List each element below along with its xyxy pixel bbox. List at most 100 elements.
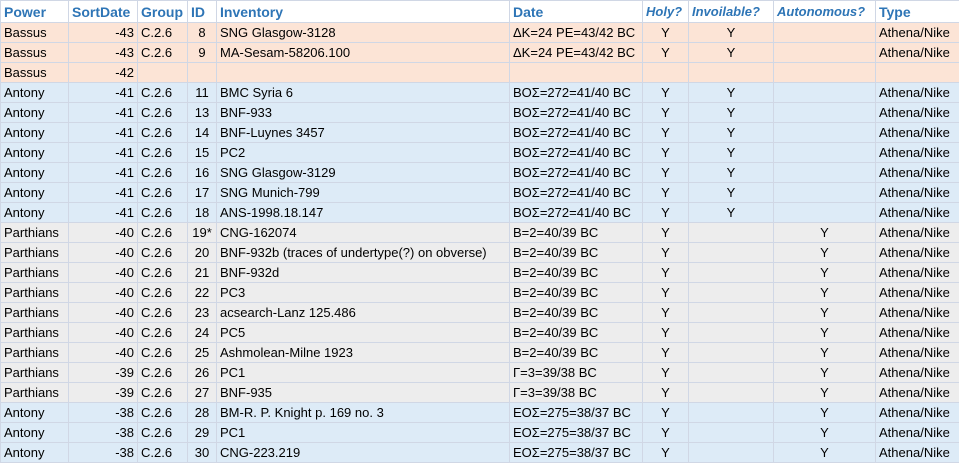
column-header: Group	[137, 0, 188, 23]
cell: -41	[68, 182, 138, 203]
cell: -39	[68, 362, 138, 383]
cell	[688, 262, 774, 283]
cell: Y	[688, 182, 774, 203]
table-row: Antony -41 C.2.6 11 BMC Syria 6 BOΣ=272=41/40…	[0, 82, 959, 103]
cell: Y	[773, 442, 876, 463]
cell	[773, 182, 876, 203]
cell: Y	[642, 402, 689, 423]
cell: C.2.6	[137, 322, 188, 343]
cell: Y	[773, 402, 876, 423]
cell: Y	[642, 242, 689, 263]
cell: BNF-933	[216, 102, 510, 123]
cell	[688, 282, 774, 303]
table-row: Parthians -40 C.2.6 20 BNF-932b (traces of u…	[0, 242, 959, 263]
cell: 26	[187, 362, 217, 383]
table-row: Antony -38 C.2.6 29 PC1 EOΣ=275=38/37 BC Y Y Ath…	[0, 422, 959, 443]
cell: 21	[187, 262, 217, 283]
cell: Antony	[0, 182, 69, 203]
table-row: Parthians -40 C.2.6 19* CNG-162074 B=2=40/39 …	[0, 222, 959, 243]
cell: 14	[187, 122, 217, 143]
table-row: Antony -41 C.2.6 17 SNG Munich-799 BOΣ=272=41…	[0, 182, 959, 203]
cell: Y	[642, 342, 689, 363]
column-header: Invoilable?	[688, 0, 774, 23]
cell: B=2=40/39 BC	[509, 242, 643, 263]
column-header: Holy?	[642, 0, 689, 23]
cell: -40	[68, 322, 138, 343]
cell: Y	[773, 342, 876, 363]
cell: 15	[187, 142, 217, 163]
cell: Y	[773, 382, 876, 403]
cell: C.2.6	[137, 42, 188, 63]
table-row: Parthians -40 C.2.6 22 PC3 B=2=40/39 BC Y Y Athe…	[0, 282, 959, 303]
cell: Parthians	[0, 302, 69, 323]
cell: Y	[642, 222, 689, 243]
column-header: Autonomous?	[773, 0, 876, 23]
cell: EOΣ=275=38/37 BC	[509, 442, 643, 463]
cell: Antony	[0, 142, 69, 163]
cell: B=2=40/39 BC	[509, 302, 643, 323]
cell: 25	[187, 342, 217, 363]
table-row: Bassus -43 C.2.6 8 SNG Glasgow-3128 ΔK=24 PE=…	[0, 22, 959, 43]
cell	[688, 322, 774, 343]
cell: SNG Glasgow-3128	[216, 22, 510, 43]
cell	[688, 442, 774, 463]
cell: -40	[68, 242, 138, 263]
cell	[773, 122, 876, 143]
table-row: Parthians -39 C.2.6 27 BNF-935 Γ=3=39/38 BC Y Y…	[0, 382, 959, 403]
cell: Bassus	[0, 42, 69, 63]
cell: ΔK=24 PE=43/42 BC	[509, 22, 643, 43]
cell: -41	[68, 122, 138, 143]
cell: Y	[773, 362, 876, 383]
table-row: Parthians -39 C.2.6 26 PC1 Γ=3=39/38 BC Y Y Athe…	[0, 362, 959, 383]
cell: BOΣ=272=41/40 BC	[509, 162, 643, 183]
cell: B=2=40/39 BC	[509, 322, 643, 343]
cell	[688, 382, 774, 403]
cell	[875, 62, 959, 83]
cell: Y	[688, 162, 774, 183]
cell: Ashmolean-Milne 1923	[216, 342, 510, 363]
cell	[509, 62, 643, 83]
cell: Athena/Nike	[875, 82, 959, 103]
cell: BOΣ=272=41/40 BC	[509, 82, 643, 103]
table-row: Parthians -40 C.2.6 23 acsearch-Lanz 125.486…	[0, 302, 959, 323]
cell: Antony	[0, 442, 69, 463]
column-header: Inventory	[216, 0, 510, 23]
cell: Y	[773, 242, 876, 263]
cell	[773, 42, 876, 63]
cell: BNF-932b (traces of undertype(?) on obve…	[216, 242, 510, 263]
cell: -41	[68, 202, 138, 223]
table-row: Antony -41 C.2.6 14 BNF-Luynes 3457 BOΣ=272=4…	[0, 122, 959, 143]
cell: Parthians	[0, 362, 69, 383]
cell: Athena/Nike	[875, 122, 959, 143]
cell: C.2.6	[137, 362, 188, 383]
cell: CNG-223.219	[216, 442, 510, 463]
cell: -40	[68, 342, 138, 363]
cell: BNF-Luynes 3457	[216, 122, 510, 143]
cell: -43	[68, 42, 138, 63]
cell	[688, 362, 774, 383]
cell: EOΣ=275=38/37 BC	[509, 402, 643, 423]
cell: -41	[68, 102, 138, 123]
cell: EOΣ=275=38/37 BC	[509, 422, 643, 443]
column-header: Date	[509, 0, 643, 23]
cell: Athena/Nike	[875, 282, 959, 303]
table-body: Bassus -43 C.2.6 8 SNG Glasgow-3128 ΔK=24 PE=…	[0, 22, 959, 463]
cell	[688, 402, 774, 423]
cell: acsearch-Lanz 125.486	[216, 302, 510, 323]
table-row: Parthians -40 C.2.6 21 BNF-932d B=2=40/39 BC Y…	[0, 262, 959, 283]
cell: C.2.6	[137, 102, 188, 123]
cell: 23	[187, 302, 217, 323]
cell	[688, 242, 774, 263]
cell: Parthians	[0, 342, 69, 363]
cell	[688, 422, 774, 443]
cell: Y	[688, 202, 774, 223]
cell	[216, 62, 510, 83]
cell: Y	[773, 302, 876, 323]
cell	[688, 302, 774, 323]
cell: BMC Syria 6	[216, 82, 510, 103]
cell: Y	[642, 362, 689, 383]
cell: B=2=40/39 BC	[509, 262, 643, 283]
cell: Antony	[0, 82, 69, 103]
cell: C.2.6	[137, 22, 188, 43]
cell: C.2.6	[137, 122, 188, 143]
